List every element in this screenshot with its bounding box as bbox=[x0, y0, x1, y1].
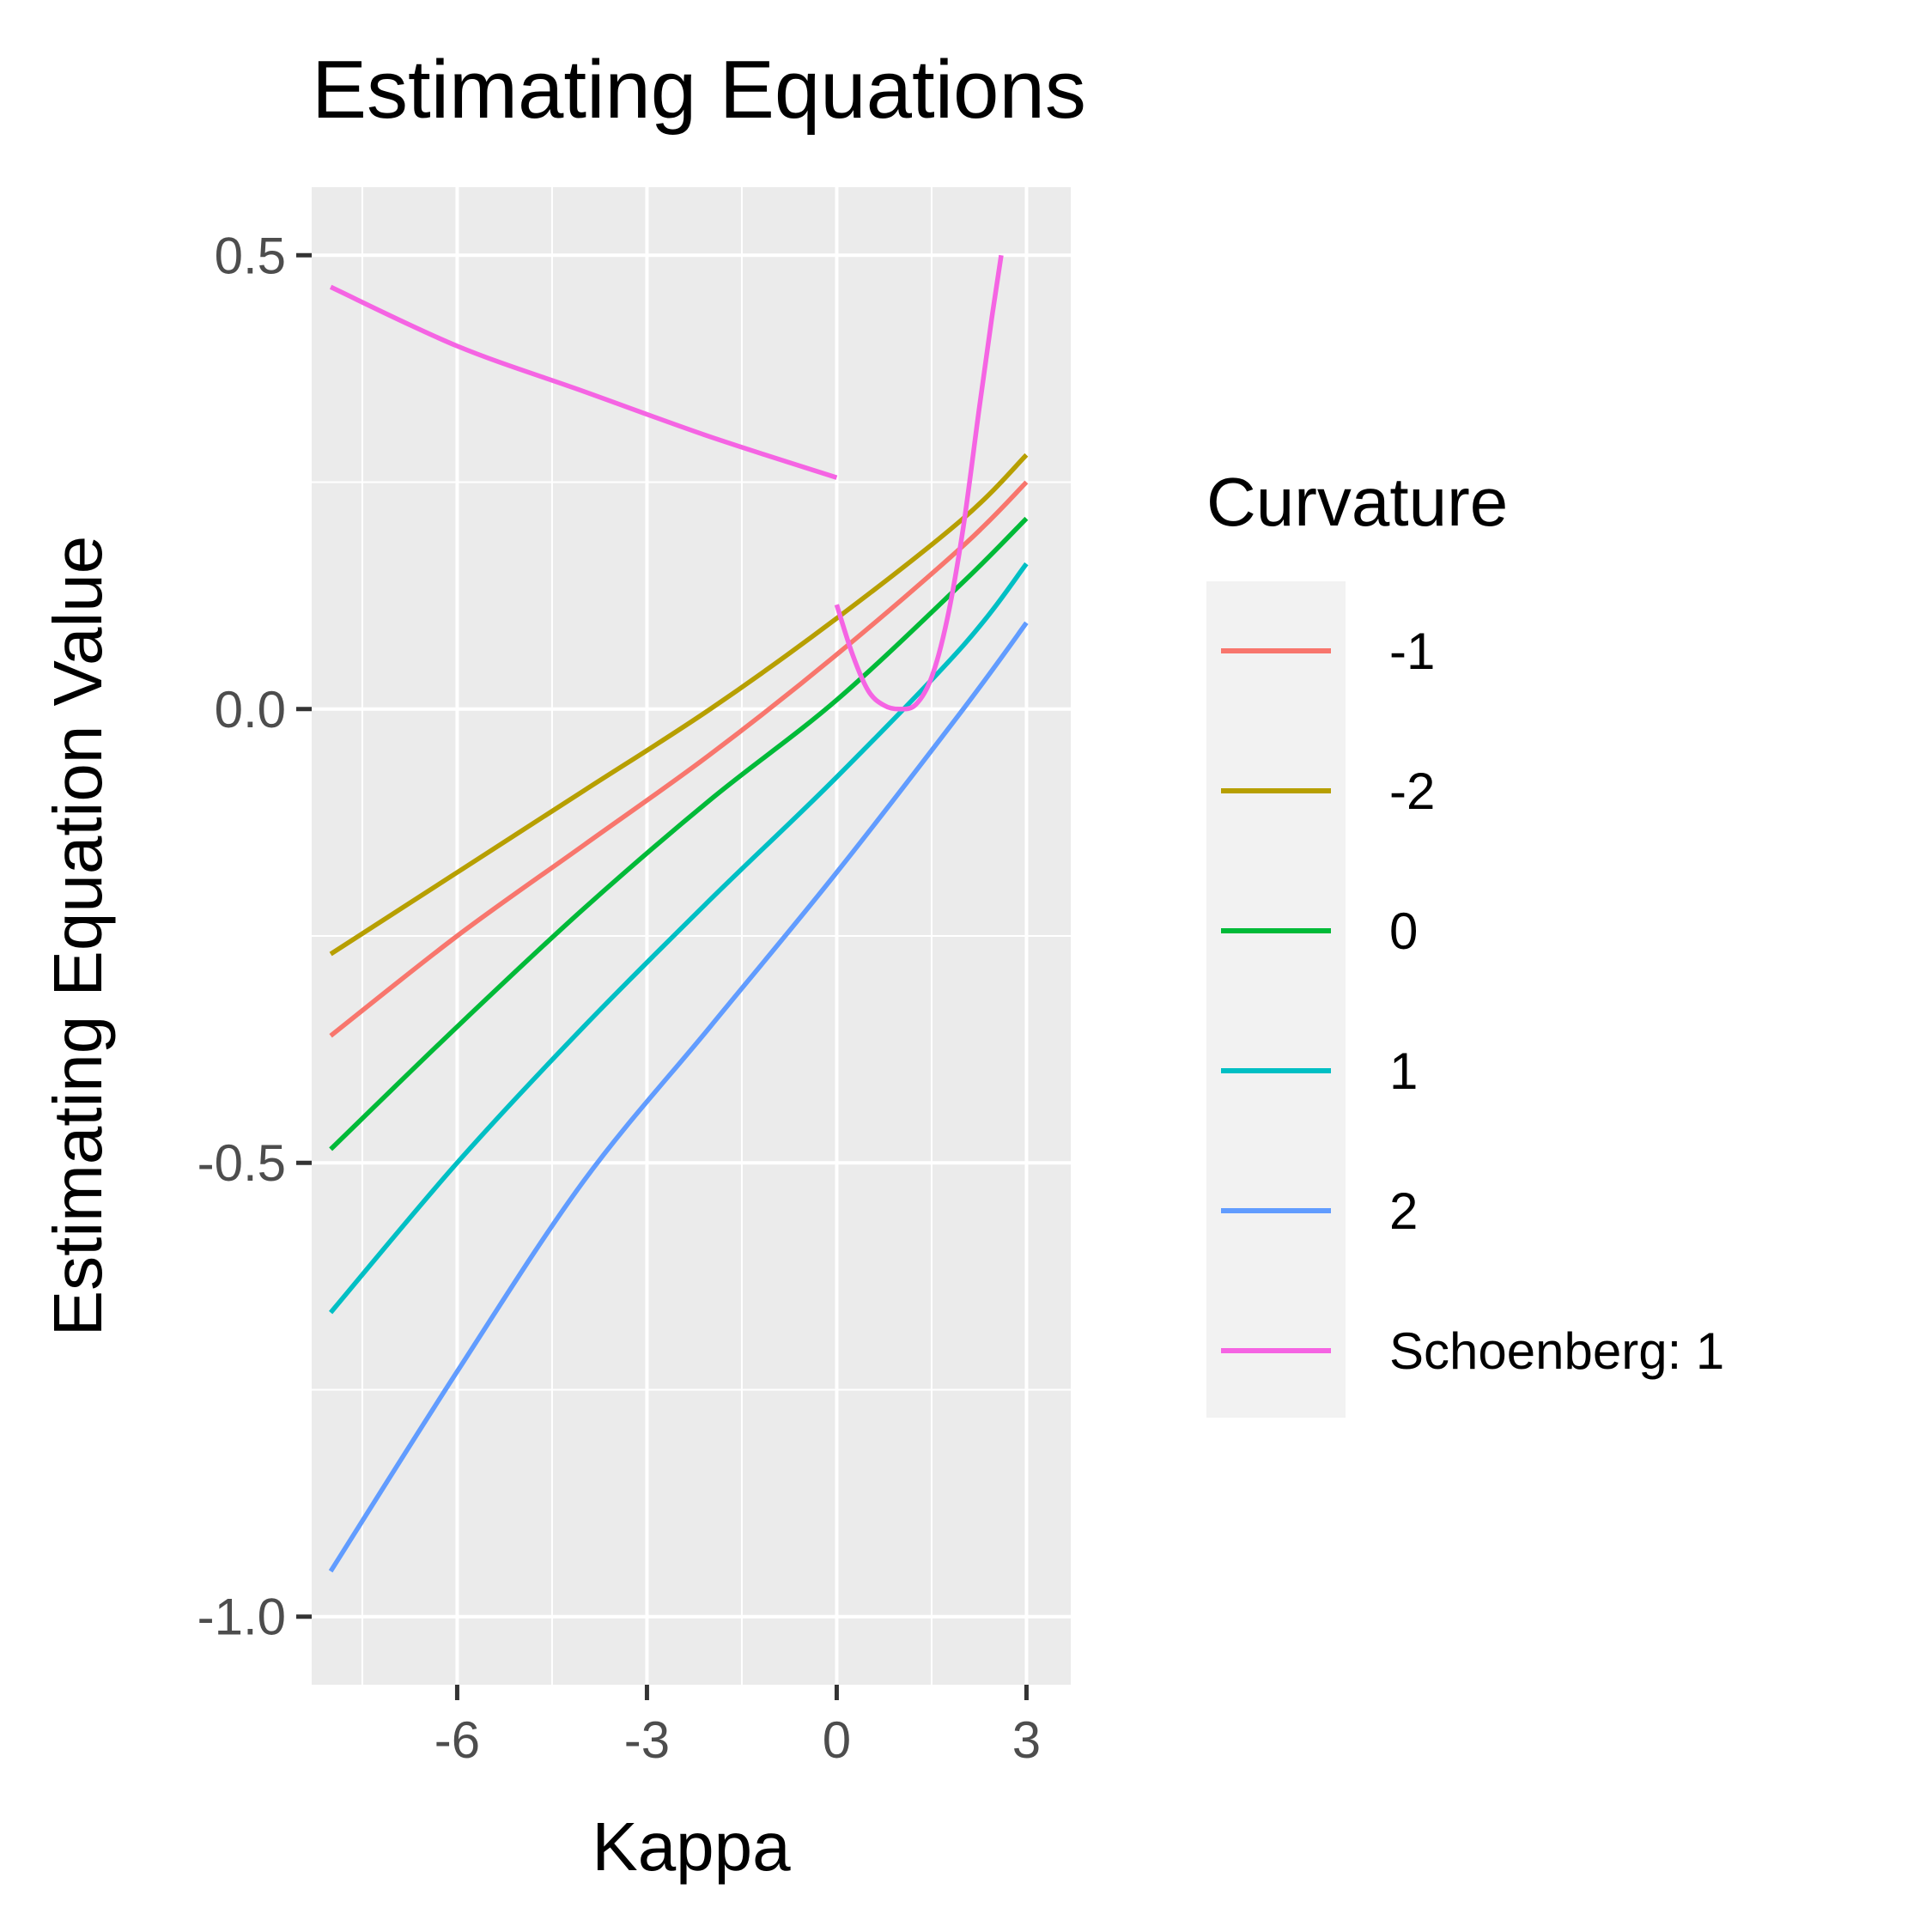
chart-title: Estimating Equations bbox=[312, 44, 1086, 136]
x-tick-label: -6 bbox=[434, 1711, 480, 1769]
series-line-5-segment-0 bbox=[329, 284, 838, 480]
y-tick-label: -1.0 bbox=[197, 1589, 286, 1646]
legend-label-0: -1 bbox=[1389, 623, 1435, 680]
legend: -1 -2 0 1 2 Schoenberg: 1 bbox=[1221, 623, 1724, 1380]
x-tick-label: 3 bbox=[1012, 1711, 1041, 1769]
legend-title: Curvature bbox=[1206, 464, 1508, 540]
legend-label-3: 1 bbox=[1389, 1042, 1418, 1100]
series-line-1 bbox=[329, 453, 1029, 957]
series-line-0 bbox=[329, 480, 1029, 1038]
series-line-4 bbox=[328, 621, 1029, 1573]
y-tick-label: -0.5 bbox=[197, 1134, 286, 1192]
y-axis-title: Estimating Equation Value bbox=[39, 536, 116, 1336]
x-tick-label: -3 bbox=[624, 1711, 670, 1769]
series-lines bbox=[328, 254, 1029, 1573]
legend-label-2: 0 bbox=[1389, 902, 1418, 960]
x-axis-title: Kappa bbox=[592, 1808, 791, 1885]
y-tick-label: 0.5 bbox=[215, 227, 286, 284]
major-grid bbox=[312, 187, 1071, 1685]
y-axis: 0.5 0.0 -0.5 -1.0 bbox=[197, 227, 312, 1646]
series-line-2 bbox=[329, 516, 1029, 1151]
legend-key-background bbox=[1206, 581, 1346, 1418]
x-axis: -6 -3 0 3 bbox=[434, 1685, 1041, 1769]
legend-label-5: Schoenberg: 1 bbox=[1389, 1322, 1724, 1380]
y-tick-label: 0.0 bbox=[215, 681, 286, 738]
x-tick-label: 0 bbox=[823, 1711, 851, 1769]
series-line-3 bbox=[329, 562, 1029, 1315]
legend-label-1: -2 bbox=[1389, 762, 1435, 820]
series-line-5-segment-1 bbox=[834, 254, 1004, 712]
legend-label-4: 2 bbox=[1389, 1182, 1418, 1240]
